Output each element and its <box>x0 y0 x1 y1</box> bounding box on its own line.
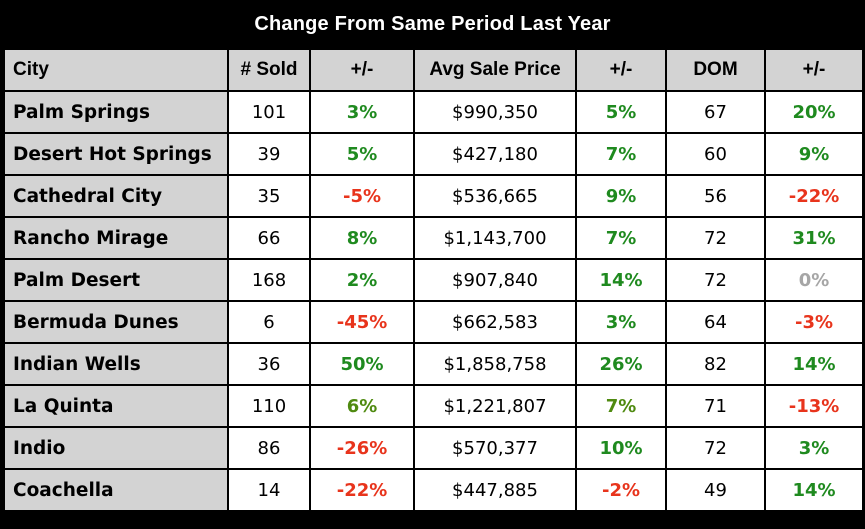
dom-cell: 67 <box>667 92 764 132</box>
table-row: La Quinta 110 6% $1,221,807 7% 71 -13% <box>5 386 862 426</box>
price-cell: $427,180 <box>415 134 575 174</box>
table-row: Desert Hot Springs 39 5% $427,180 7% 60 9% <box>5 134 862 174</box>
sold-cell: 66 <box>229 218 309 258</box>
city-cell: Desert Hot Springs <box>5 134 227 174</box>
table-row: Indian Wells 36 50% $1,858,758 26% 82 14% <box>5 344 862 384</box>
header-city: City <box>5 50 227 90</box>
sold-change-cell: 2% <box>311 260 413 300</box>
dom-cell: 64 <box>667 302 764 342</box>
dom-change-cell: -13% <box>766 386 862 426</box>
dom-cell: 56 <box>667 176 764 216</box>
sold-cell: 168 <box>229 260 309 300</box>
dom-cell: 60 <box>667 134 764 174</box>
sold-cell: 86 <box>229 428 309 468</box>
city-cell: Palm Desert <box>5 260 227 300</box>
sold-cell: 6 <box>229 302 309 342</box>
table-row: Cathedral City 35 -5% $536,665 9% 56 -22% <box>5 176 862 216</box>
sold-change-cell: 50% <box>311 344 413 384</box>
header-dom-change: +/- <box>766 50 862 90</box>
dom-change-cell: 3% <box>766 428 862 468</box>
city-cell: Cathedral City <box>5 176 227 216</box>
dom-change-cell: 14% <box>766 344 862 384</box>
sold-cell: 110 <box>229 386 309 426</box>
table-row: Indio 86 -26% $570,377 10% 72 3% <box>5 428 862 468</box>
price-cell: $990,350 <box>415 92 575 132</box>
dom-cell: 82 <box>667 344 764 384</box>
sold-change-cell: 5% <box>311 134 413 174</box>
sold-change-cell: 3% <box>311 92 413 132</box>
dom-change-cell: 14% <box>766 470 862 510</box>
sold-cell: 39 <box>229 134 309 174</box>
city-cell: Indio <box>5 428 227 468</box>
header-sold: # Sold <box>229 50 309 90</box>
price-change-cell: 5% <box>577 92 665 132</box>
dom-cell: 71 <box>667 386 764 426</box>
price-cell: $1,858,758 <box>415 344 575 384</box>
price-cell: $536,665 <box>415 176 575 216</box>
dom-cell: 49 <box>667 470 764 510</box>
price-cell: $447,885 <box>415 470 575 510</box>
header-row: City # Sold +/- Avg Sale Price +/- DOM +… <box>5 50 862 90</box>
price-change-cell: 7% <box>577 134 665 174</box>
table-row: Bermuda Dunes 6 -45% $662,583 3% 64 -3% <box>5 302 862 342</box>
sold-change-cell: -5% <box>311 176 413 216</box>
price-change-cell: 9% <box>577 176 665 216</box>
sold-cell: 101 <box>229 92 309 132</box>
sold-change-cell: -26% <box>311 428 413 468</box>
city-cell: La Quinta <box>5 386 227 426</box>
city-cell: Coachella <box>5 470 227 510</box>
price-change-cell: 26% <box>577 344 665 384</box>
header-sold-change: +/- <box>311 50 413 90</box>
price-cell: $907,840 <box>415 260 575 300</box>
price-cell: $570,377 <box>415 428 575 468</box>
sold-cell: 14 <box>229 470 309 510</box>
header-price-change: +/- <box>577 50 665 90</box>
dom-change-cell: -3% <box>766 302 862 342</box>
dom-change-cell: 0% <box>766 260 862 300</box>
sold-cell: 35 <box>229 176 309 216</box>
dom-cell: 72 <box>667 260 764 300</box>
table-row: Palm Desert 168 2% $907,840 14% 72 0% <box>5 260 862 300</box>
table-row: Rancho Mirage 66 8% $1,143,700 7% 72 31% <box>5 218 862 258</box>
price-change-cell: 7% <box>577 218 665 258</box>
table-row: Coachella 14 -22% $447,885 -2% 49 14% <box>5 470 862 510</box>
dom-change-cell: -22% <box>766 176 862 216</box>
city-cell: Rancho Mirage <box>5 218 227 258</box>
sold-change-cell: -22% <box>311 470 413 510</box>
dom-change-cell: 31% <box>766 218 862 258</box>
price-cell: $1,221,807 <box>415 386 575 426</box>
dom-change-cell: 20% <box>766 92 862 132</box>
dom-cell: 72 <box>667 428 764 468</box>
sold-change-cell: 6% <box>311 386 413 426</box>
sold-change-cell: 8% <box>311 218 413 258</box>
price-cell: $662,583 <box>415 302 575 342</box>
table-row: Palm Springs 101 3% $990,350 5% 67 20% <box>5 92 862 132</box>
price-cell: $1,143,700 <box>415 218 575 258</box>
city-cell: Indian Wells <box>5 344 227 384</box>
data-table: City # Sold +/- Avg Sale Price +/- DOM +… <box>3 48 864 512</box>
sold-change-cell: -45% <box>311 302 413 342</box>
price-change-cell: 3% <box>577 302 665 342</box>
table-title: Change From Same Period Last Year <box>254 12 611 35</box>
dom-change-cell: 9% <box>766 134 862 174</box>
city-cell: Bermuda Dunes <box>5 302 227 342</box>
dom-cell: 72 <box>667 218 764 258</box>
header-avg-price: Avg Sale Price <box>415 50 575 90</box>
price-change-cell: 7% <box>577 386 665 426</box>
sold-cell: 36 <box>229 344 309 384</box>
price-change-cell: 10% <box>577 428 665 468</box>
city-cell: Palm Springs <box>5 92 227 132</box>
price-change-cell: 14% <box>577 260 665 300</box>
price-change-cell: -2% <box>577 470 665 510</box>
header-dom: DOM <box>667 50 764 90</box>
